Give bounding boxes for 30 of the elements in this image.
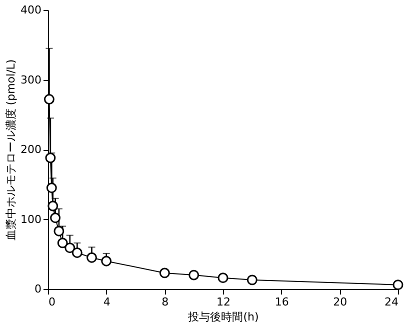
point bbox=[64, 242, 76, 254]
y-tick-label: 300 bbox=[20, 73, 42, 86]
point bbox=[101, 256, 112, 266]
point bbox=[72, 248, 82, 258]
x-tick-label: 8 bbox=[162, 296, 169, 308]
point bbox=[159, 268, 170, 278]
point bbox=[46, 182, 57, 194]
x-tick-label: 12 bbox=[216, 296, 230, 308]
y-tick-label: 200 bbox=[20, 143, 42, 156]
point bbox=[44, 94, 54, 104]
y-tick-label: 100 bbox=[20, 212, 42, 226]
y-axis-title: 血漿中ホルモテロール濃度 (pmol/L) bbox=[4, 59, 18, 241]
y-tick-label: 400 bbox=[20, 4, 42, 16]
point bbox=[50, 212, 61, 224]
x-axis-title: 投与後時間(h) bbox=[187, 310, 259, 324]
x-tick-label: 0 bbox=[48, 296, 56, 308]
x-tick-label: 24 bbox=[384, 296, 398, 308]
x-tick-label: 16 bbox=[274, 296, 289, 308]
point bbox=[57, 238, 68, 248]
y-tick-label: 0 bbox=[34, 282, 42, 296]
x-tick-label: 20 bbox=[333, 296, 348, 308]
point bbox=[218, 272, 228, 284]
point bbox=[48, 200, 58, 212]
point bbox=[45, 152, 56, 164]
x-tick-label: 4 bbox=[103, 296, 110, 308]
point bbox=[188, 270, 200, 280]
point bbox=[54, 226, 64, 236]
point bbox=[392, 280, 404, 290]
point bbox=[246, 274, 258, 286]
point bbox=[86, 252, 97, 263]
